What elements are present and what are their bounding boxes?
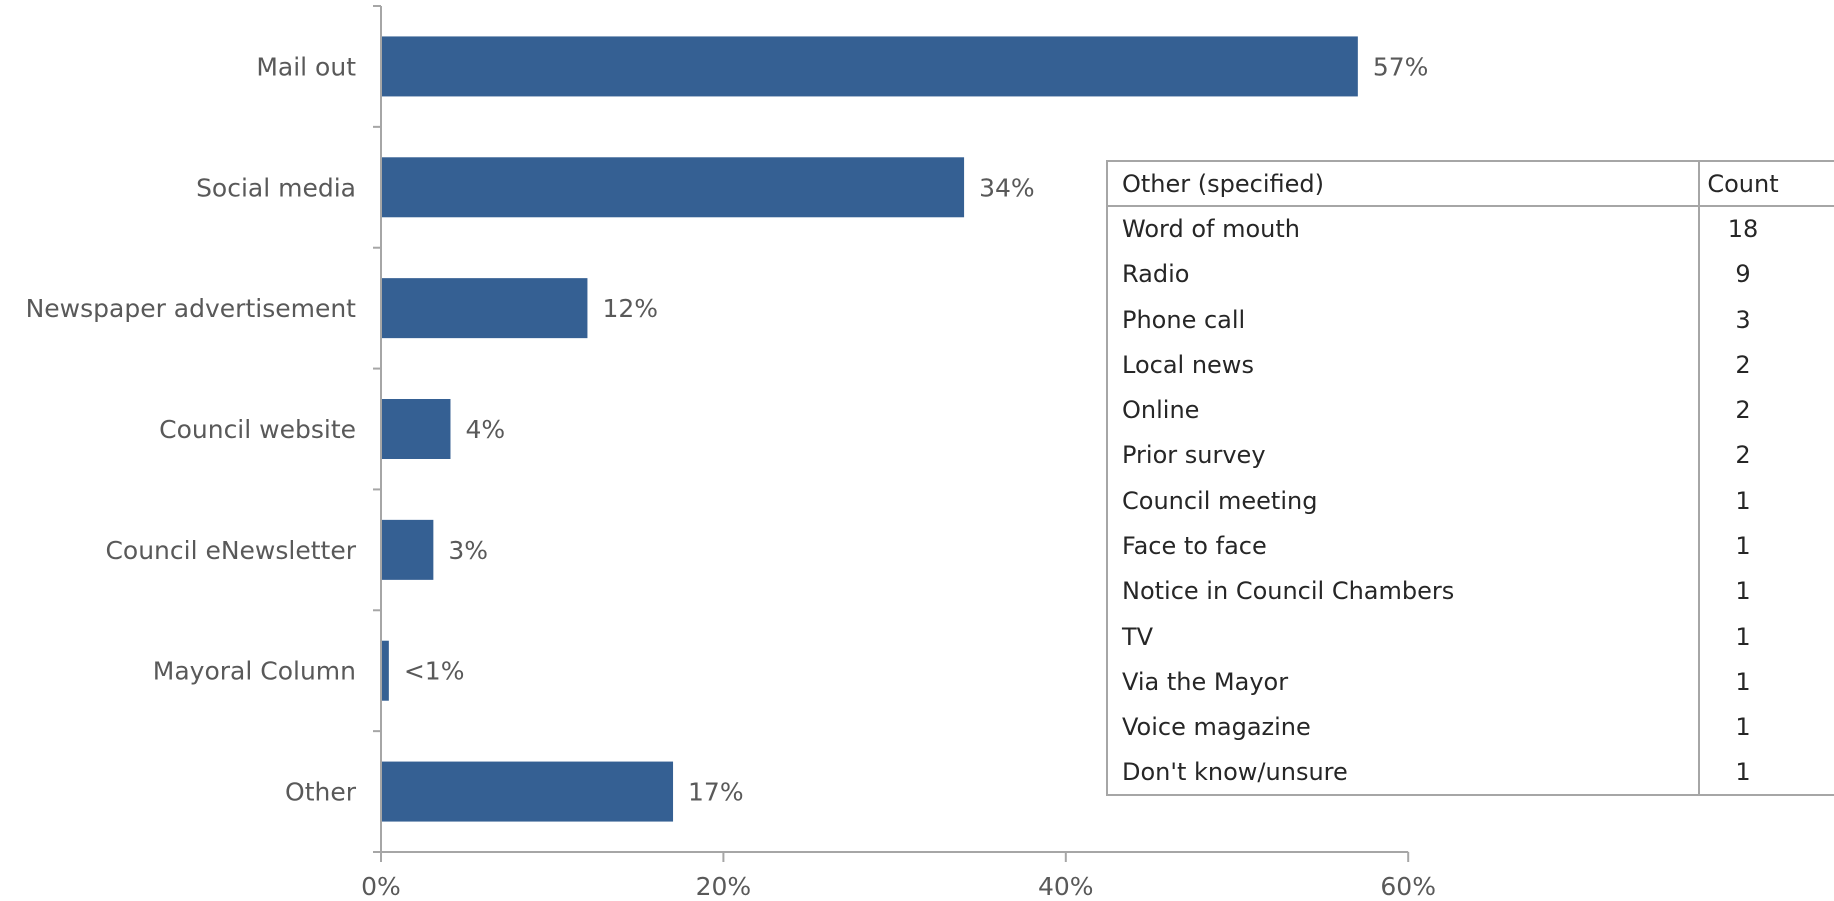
table-cell-label: Notice in Council Chambers — [1122, 577, 1455, 606]
table-cell-count: 1 — [1698, 613, 1834, 660]
table-row: Via the Mayor 1 — [1107, 659, 1834, 705]
bar — [382, 519, 434, 580]
table-row: Voice magazine 1 — [1107, 704, 1834, 750]
category-label: Mayoral Column — [153, 657, 356, 686]
category-label: Other — [285, 778, 357, 807]
table-row: Phone call 3 — [1107, 296, 1834, 343]
table-row: Prior survey 2 — [1107, 432, 1834, 479]
table-cell-count: 2 — [1698, 342, 1834, 388]
data-label: 4% — [465, 415, 505, 444]
x-tick-label: 60% — [1380, 872, 1436, 901]
table-cell-count: 2 — [1698, 387, 1834, 433]
x-tick-label: 20% — [696, 872, 752, 901]
table-cell-label: Don't know/unsure — [1122, 758, 1348, 786]
table-row: Notice in Council Chambers 1 — [1107, 568, 1834, 614]
category-label: Council website — [159, 415, 356, 444]
chart-axes — [373, 5, 1410, 862]
x-tick-label: 0% — [361, 872, 401, 901]
table-row: Don't know/unsure 1 — [1107, 749, 1834, 796]
category-label: Newspaper advertisement — [26, 294, 357, 323]
table-cell-label: Radio — [1122, 260, 1190, 289]
data-label: 57% — [1373, 52, 1429, 81]
chart-bars — [382, 36, 1358, 822]
data-label: 12% — [602, 294, 658, 323]
category-label: Mail out — [256, 52, 356, 81]
data-label: 3% — [448, 536, 488, 565]
bar — [382, 36, 1358, 97]
table-cell-label: Voice magazine — [1122, 713, 1311, 742]
table-cell-count: 1 — [1698, 659, 1834, 705]
table-row: Online 2 — [1107, 387, 1834, 433]
table-row: Word of mouth 18 — [1107, 206, 1834, 252]
table-header-other: Other (specified) — [1107, 161, 1699, 208]
table-cell-label: Local news — [1122, 350, 1254, 379]
table-cell-count: 1 — [1698, 523, 1834, 569]
bar — [382, 761, 674, 822]
table-header-count: Count — [1698, 161, 1834, 208]
table-cell-count: 1 — [1698, 478, 1834, 524]
bar — [382, 640, 389, 701]
table-header-row: Other (specified) Count — [1107, 161, 1834, 208]
table-row: Radio 9 — [1107, 251, 1834, 297]
data-label: 17% — [688, 778, 744, 807]
table-row: Council meeting 1 — [1107, 478, 1834, 524]
table-cell-label: Via the Mayor — [1122, 667, 1289, 696]
table-body: Word of mouth 18 Radio 9 Phone call 3 Local ne… — [1107, 206, 1834, 796]
chart-labels: 0% 20% 40% 60% Mail out 57% Social media 34% New… — [26, 52, 1436, 901]
table-row: TV 1 — [1107, 613, 1834, 660]
category-label: Council eNewsletter — [105, 536, 356, 565]
other-specified-table: Other (specified) Count Word of mouth 18 R… — [1106, 160, 1834, 797]
data-label: 34% — [979, 173, 1035, 202]
table-cell-count: 1 — [1698, 749, 1834, 796]
table-cell-count: 9 — [1698, 251, 1834, 297]
table-cell-count: 1 — [1698, 568, 1834, 614]
table-row: Local news 2 — [1107, 342, 1834, 388]
table-cell-label: Prior survey — [1122, 441, 1266, 470]
table-cell-label: TV — [1122, 622, 1154, 651]
data-label: <1% — [404, 657, 465, 686]
table-cell-count: 3 — [1698, 296, 1834, 343]
category-label: Social media — [196, 173, 356, 202]
table-cell-label: Phone call — [1122, 305, 1246, 334]
bar — [382, 399, 451, 459]
table-cell-label: Online — [1122, 396, 1200, 425]
table-cell-label: Word of mouth — [1122, 215, 1300, 244]
table-cell-count: 2 — [1698, 432, 1834, 479]
bar — [382, 278, 588, 339]
x-tick-label: 40% — [1038, 872, 1094, 901]
table-cell-count: 1 — [1698, 704, 1834, 750]
table-cell-count: 18 — [1698, 206, 1834, 252]
table-row: Face to face 1 — [1107, 523, 1834, 569]
table-cell-label: Face to face — [1122, 532, 1267, 561]
bar — [382, 157, 965, 218]
table-cell-label: Council meeting — [1122, 486, 1318, 515]
